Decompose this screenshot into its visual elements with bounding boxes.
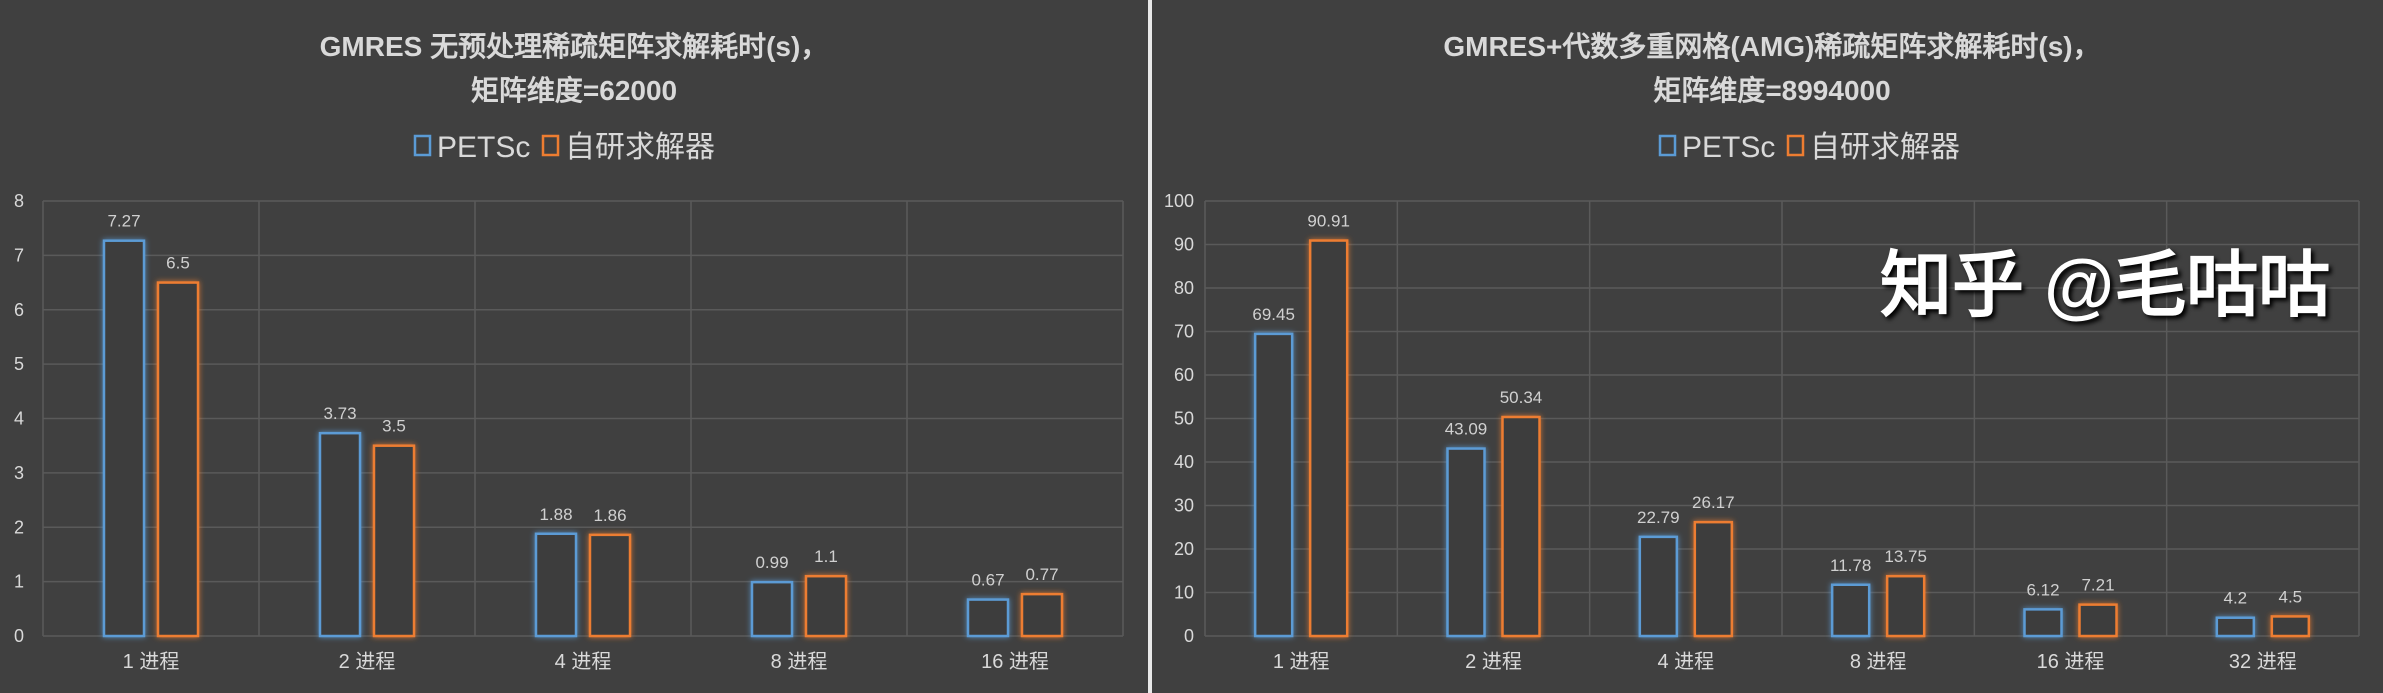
x-tick-label: 4 进程: [555, 650, 612, 673]
y-tick-label: 7: [14, 245, 24, 265]
chart-title-line: GMRES 无预处理稀疏矩阵求解耗时(s)，: [320, 30, 829, 62]
data-label: 1.86: [593, 506, 626, 525]
watermark: 知乎 @毛咕咕: [1880, 246, 2331, 326]
y-tick-label: 1: [14, 572, 24, 592]
right-chart-panel: GMRES+代数多重网格(AMG)稀疏矩阵求解耗时(s)， 矩阵维度=899400…: [1152, 0, 2383, 693]
data-label: 50.34: [1500, 388, 1543, 407]
data-label: 13.75: [1884, 547, 1927, 566]
data-label: 90.91: [1307, 212, 1350, 231]
bar-own-solver: [1885, 574, 1926, 638]
x-tick-label: 4 进程: [1657, 650, 1714, 673]
left-chart: GMRES 无预处理稀疏矩阵求解耗时(s)， 矩阵维度=62000 PETSc 自研求…: [14, 30, 1124, 673]
bar-own-solver: [372, 444, 416, 638]
x-tick-label: 1 进程: [123, 650, 180, 673]
data-label: 0.67: [971, 571, 1004, 590]
data-label: 1.88: [539, 505, 572, 524]
bar-petsc: [318, 431, 362, 638]
x-tick-label: 16 进程: [2037, 650, 2105, 673]
data-label: 0.77: [1025, 565, 1058, 584]
left-chart-panel: GMRES 无预处理稀疏矩阵求解耗时(s)， 矩阵维度=62000 PETSc 自研求…: [0, 0, 1148, 693]
data-label: 3.73: [323, 404, 356, 423]
y-tick-label: 0: [1184, 626, 1194, 646]
x-tick-label: 8 进程: [771, 650, 828, 673]
y-tick-label: 50: [1174, 409, 1194, 429]
legend-swatch-1: [1786, 134, 1805, 157]
bar-petsc: [2023, 608, 2063, 638]
data-label: 1.1: [814, 547, 838, 566]
y-tick-label: 60: [1174, 365, 1194, 385]
y-tick-label: 2: [14, 517, 24, 537]
data-label: 11.78: [1830, 556, 1871, 575]
bar-own-solver: [588, 533, 632, 638]
y-tick-label: 5: [14, 354, 24, 374]
data-label: 7.21: [2081, 576, 2114, 595]
bar-own-solver: [1501, 415, 1541, 638]
bar-petsc: [534, 532, 578, 638]
x-tick-label: 8 进程: [1850, 650, 1907, 673]
x-tick-label: 2 进程: [1465, 650, 1522, 673]
bar-petsc: [1253, 332, 1294, 638]
bar-petsc: [1446, 447, 1486, 638]
y-tick-label: 3: [14, 463, 24, 483]
y-tick-label: 8: [14, 191, 24, 211]
legend-swatch-1: [541, 134, 560, 157]
y-tick-label: 70: [1174, 322, 1194, 342]
y-tick-label: 30: [1174, 496, 1194, 516]
bar-own-solver: [804, 574, 848, 638]
y-tick-label: 40: [1174, 452, 1194, 472]
x-tick-label: 32 进程: [2229, 650, 2297, 673]
bar-own-solver: [2078, 603, 2118, 638]
legend-label: 自研求解器: [1810, 131, 1960, 164]
y-tick-label: 100: [1164, 191, 1194, 211]
bar-petsc: [102, 239, 146, 638]
legend-label: 自研求解器: [565, 131, 715, 164]
x-tick-label: 2 进程: [339, 650, 396, 673]
y-tick-label: 80: [1174, 278, 1194, 298]
panel-divider: [1148, 0, 1152, 693]
data-label: 69.45: [1252, 305, 1295, 324]
legend-label: PETSc: [1682, 131, 1775, 164]
data-label: 6.5: [166, 254, 190, 273]
y-tick-label: 6: [14, 300, 24, 320]
right-chart: GMRES+代数多重网格(AMG)稀疏矩阵求解耗时(s)， 矩阵维度=899400…: [1164, 30, 2360, 673]
y-tick-label: 4: [14, 409, 24, 429]
data-label: 4.5: [2279, 587, 2303, 606]
y-tick-label: 20: [1174, 539, 1194, 559]
legend-swatch-0: [413, 134, 432, 157]
y-tick-label: 90: [1174, 235, 1194, 255]
bar-own-solver: [2270, 615, 2311, 638]
legend-swatch-0: [1658, 134, 1677, 157]
data-label: 43.09: [1445, 420, 1488, 439]
x-tick-label: 1 进程: [1273, 650, 1330, 673]
bar-petsc: [750, 580, 794, 638]
chart-title-line: 矩阵维度=8994000: [1653, 75, 1890, 106]
bar-petsc: [1830, 583, 1871, 638]
y-tick-label: 0: [14, 626, 24, 646]
bar-petsc: [2215, 616, 2256, 638]
bar-own-solver: [1020, 592, 1064, 638]
data-label: 3.5: [382, 417, 406, 436]
x-tick-label: 16 进程: [981, 650, 1049, 673]
data-label: 7.27: [107, 212, 140, 231]
chart-title-line: GMRES+代数多重网格(AMG)稀疏矩阵求解耗时(s)，: [1443, 30, 2100, 62]
bar-own-solver: [1308, 239, 1349, 638]
bar-petsc: [1638, 535, 1679, 638]
bar-own-solver: [156, 281, 200, 638]
data-label: 0.99: [755, 553, 788, 572]
data-label: 4.2: [2224, 589, 2248, 608]
y-tick-label: 10: [1174, 583, 1194, 603]
data-label: 26.17: [1692, 493, 1735, 512]
data-label: 6.12: [2026, 580, 2059, 599]
data-label: 22.79: [1637, 508, 1680, 527]
bar-own-solver: [1693, 520, 1734, 638]
chart-title-line: 矩阵维度=62000: [471, 75, 677, 106]
bar-petsc: [966, 598, 1010, 638]
legend-label: PETSc: [437, 131, 530, 164]
